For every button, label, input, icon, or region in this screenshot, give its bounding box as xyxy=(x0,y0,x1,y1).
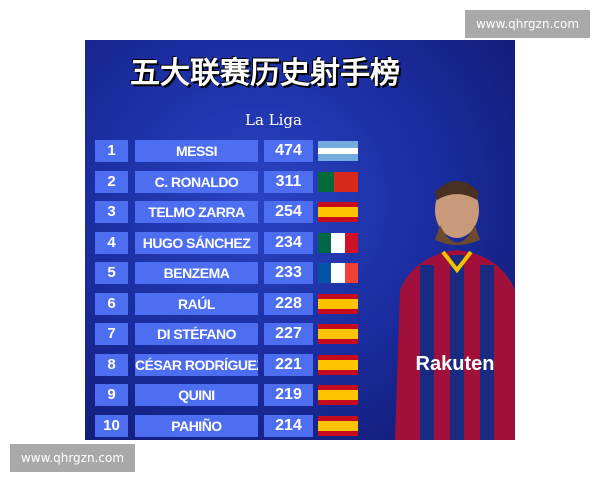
watermark-top: www.qhrgzn.com xyxy=(465,10,590,38)
spain-flag-icon xyxy=(318,354,358,375)
player-image: Rakuten xyxy=(395,181,515,440)
rank: 9 xyxy=(95,384,128,406)
rank: 10 xyxy=(95,414,128,437)
portugal-flag-icon xyxy=(318,171,358,192)
goals: 219 xyxy=(264,384,313,406)
player-name: RAÚL xyxy=(135,292,258,315)
player-name: MESSI xyxy=(135,140,258,162)
player-name: BENZEMA xyxy=(135,262,258,284)
player-name: CÉSAR RODRÍGUEZ xyxy=(135,353,258,376)
league-subtitle: La Liga xyxy=(245,111,302,129)
goals: 311 xyxy=(264,170,313,193)
spain-flag-icon xyxy=(318,202,358,222)
rank: 4 xyxy=(95,231,128,254)
rank: 2 xyxy=(95,170,128,193)
rank: 1 xyxy=(95,140,128,162)
spain-flag-icon xyxy=(318,415,358,436)
goals: 221 xyxy=(264,353,313,376)
spain-flag-icon xyxy=(318,385,358,405)
goals: 234 xyxy=(264,231,313,254)
watermark-bottom: www.qhrgzn.com xyxy=(10,444,135,472)
goals: 214 xyxy=(264,414,313,437)
spain-flag-icon xyxy=(318,324,358,344)
player-name: HUGO SÁNCHEZ xyxy=(135,231,258,254)
goals: 233 xyxy=(264,262,313,284)
player-name: DI STÉFANO xyxy=(135,323,258,345)
argentina-flag-icon xyxy=(318,141,358,161)
mexico-flag-icon xyxy=(318,232,358,253)
player-name: C. RONALDO xyxy=(135,170,258,193)
goals: 254 xyxy=(264,201,313,223)
rank: 8 xyxy=(95,353,128,376)
rank: 6 xyxy=(95,292,128,315)
france-flag-icon xyxy=(318,263,358,283)
sponsor-text: Rakuten xyxy=(416,353,495,375)
goals: 474 xyxy=(264,140,313,162)
scorers-poster: 五大联赛历史射手榜 La Liga 1 MESSI 474 2 C. RONAL… xyxy=(85,40,515,440)
poster-title: 五大联赛历史射手榜 xyxy=(130,56,400,91)
rank: 5 xyxy=(95,262,128,284)
player-name: QUINI xyxy=(135,384,258,406)
goals: 228 xyxy=(264,292,313,315)
player-name: TELMO ZARRA xyxy=(135,201,258,223)
rank: 7 xyxy=(95,323,128,345)
rank: 3 xyxy=(95,201,128,223)
spain-flag-icon xyxy=(318,293,358,314)
goals: 227 xyxy=(264,323,313,345)
player-name: PAHIÑO xyxy=(135,414,258,437)
